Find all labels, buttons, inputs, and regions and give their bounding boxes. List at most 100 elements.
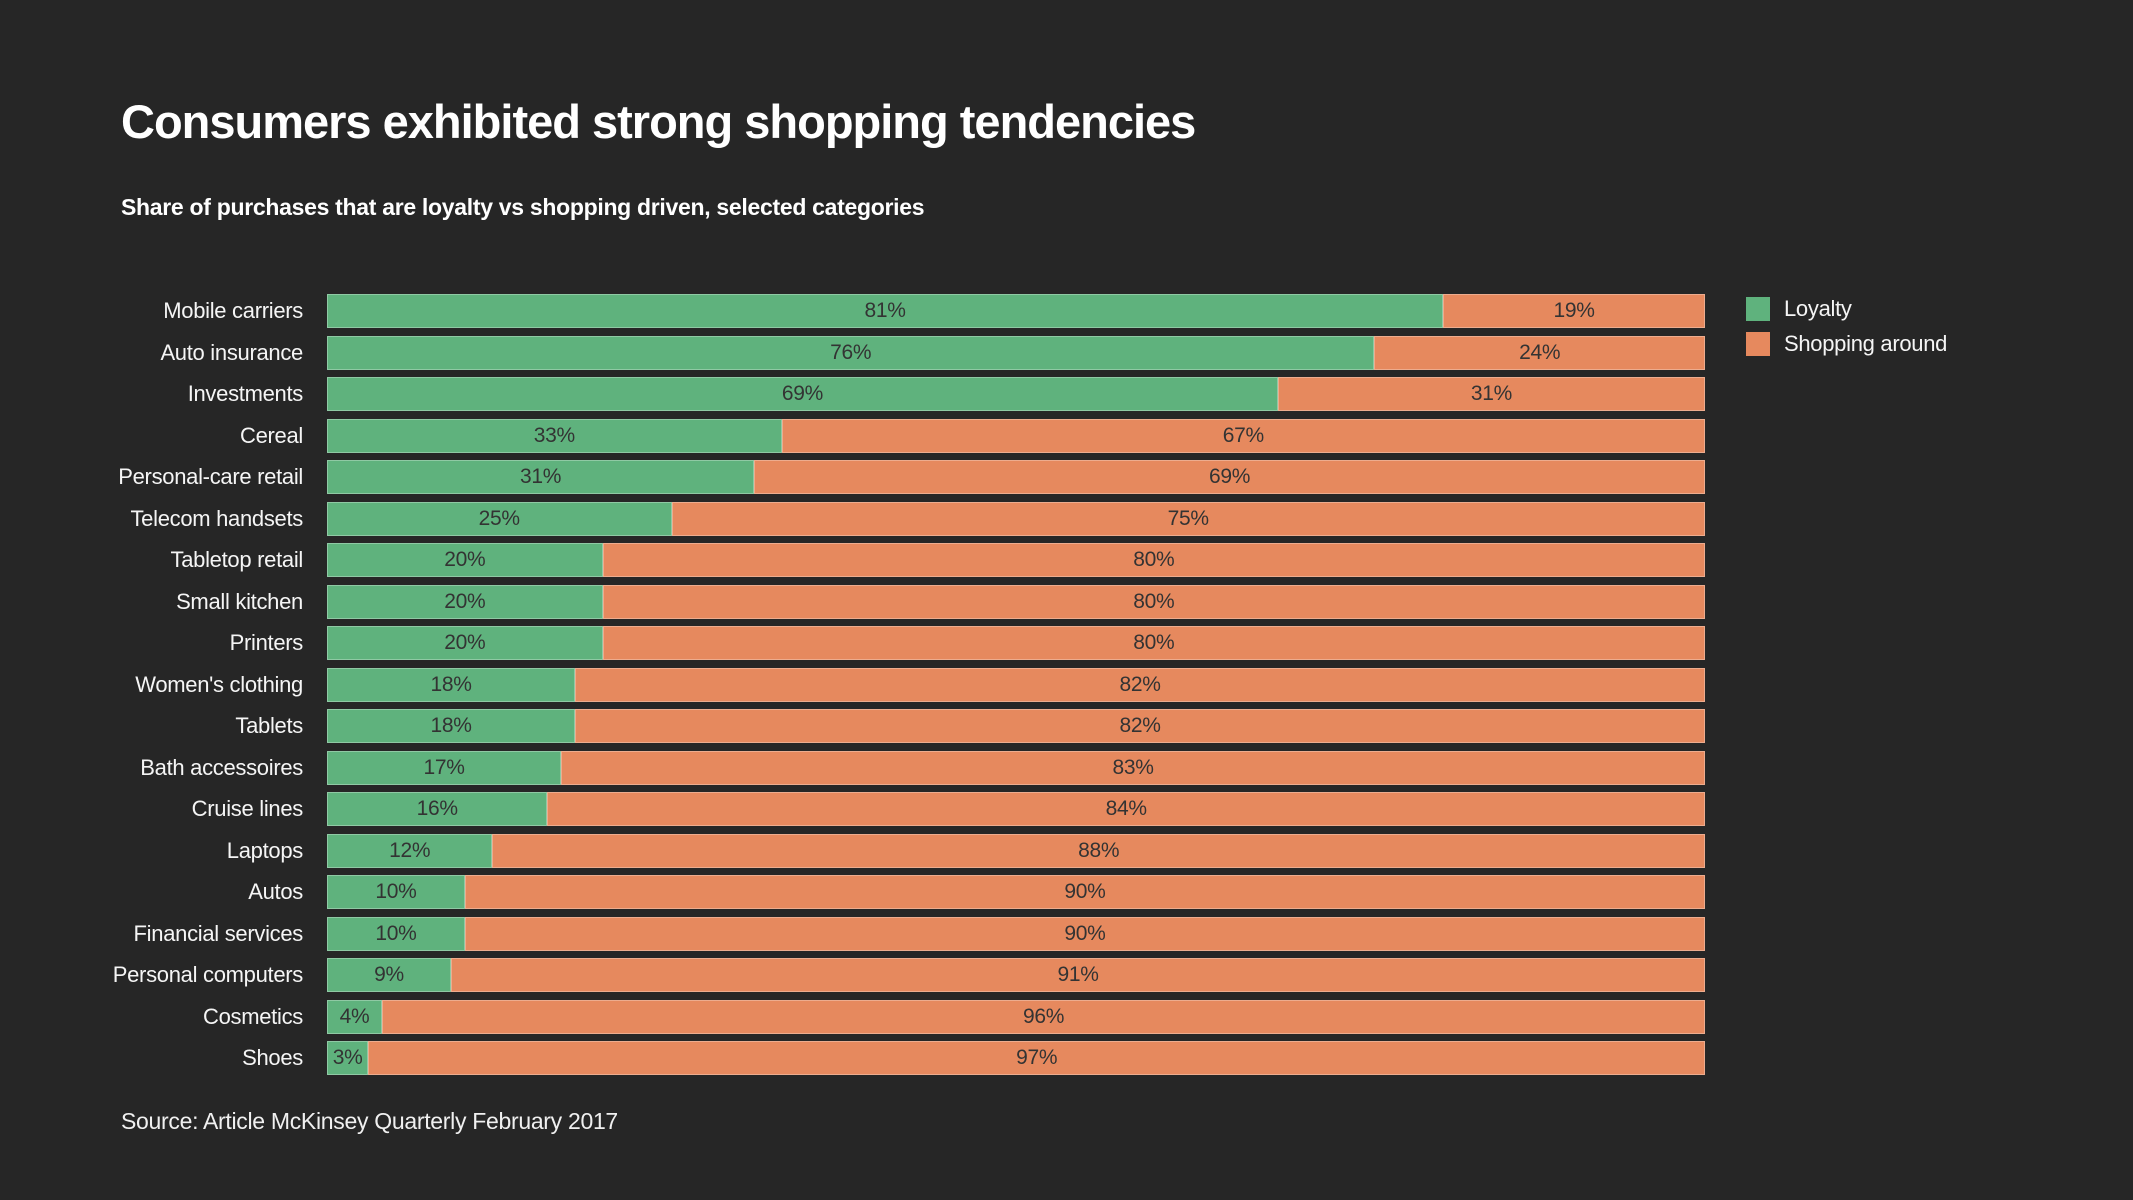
chart-row: Personal computers 9% 91%	[0, 958, 1710, 992]
loyalty-segment: 10%	[327, 875, 465, 909]
shopping-around-value-label: 90%	[1064, 880, 1106, 903]
source-note: Source: Article McKinsey Quarterly Febru…	[121, 1108, 618, 1134]
loyalty-swatch-icon	[1746, 297, 1770, 321]
stacked-bar: 18% 82%	[327, 709, 1705, 743]
shopping-around-value-label: 80%	[1133, 631, 1175, 654]
shopping-around-segment: 96%	[382, 999, 1705, 1034]
loyalty-value-label: 33%	[533, 423, 575, 447]
page-title: Consumers exhibited strong shopping tend…	[121, 95, 1196, 148]
stacked-bar: 20% 80%	[327, 626, 1705, 660]
loyalty-value-label: 9%	[374, 963, 404, 986]
category-label: Cruise lines	[191, 796, 304, 821]
shopping-around-segment: 80%	[602, 543, 1705, 577]
loyalty-value-label: 3%	[332, 1046, 363, 1069]
shopping-around-segment: 82%	[575, 709, 1705, 743]
shopping-around-value-label: 91%	[1057, 963, 1099, 986]
stacked-bar: 16% 84%	[327, 792, 1705, 826]
shopping-around-segment: 83%	[561, 750, 1705, 785]
loyalty-value-label: 81%	[864, 299, 906, 322]
loyalty-value-label: 12%	[389, 838, 431, 862]
shopping-around-value-label: 24%	[1519, 340, 1561, 364]
category-label: Bath accessoires	[140, 754, 303, 780]
chart-row: Financial services 10% 90%	[0, 916, 1710, 951]
shopping-around-value-label: 82%	[1119, 672, 1161, 696]
loyalty-segment: 9%	[327, 958, 452, 992]
loyalty-value-label: 18%	[430, 714, 472, 737]
shopping-around-segment: 80%	[602, 584, 1705, 619]
loyalty-segment: 3%	[327, 1041, 369, 1075]
loyalty-segment: 76%	[327, 335, 1375, 370]
stacked-bar: 69% 31%	[327, 377, 1705, 411]
shopping-around-swatch-icon	[1746, 332, 1770, 356]
shopping-around-value-label: 80%	[1133, 589, 1175, 613]
shopping-around-value-label: 75%	[1167, 506, 1209, 530]
stacked-bar: 31% 69%	[327, 460, 1705, 494]
loyalty-value-label: 20%	[444, 589, 486, 613]
loyalty-segment: 4%	[327, 999, 383, 1034]
category-label: Investments	[187, 381, 304, 406]
loyalty-segment: 12%	[327, 833, 493, 868]
shopping-around-value-label: 19%	[1553, 299, 1595, 322]
chart-row: Cereal 33% 67%	[0, 418, 1710, 453]
loyalty-value-label: 20%	[444, 631, 486, 654]
shopping-around-segment: 90%	[464, 875, 1705, 909]
chart-row: Laptops 12% 88%	[0, 833, 1710, 868]
stacked-bar: 10% 90%	[327, 875, 1705, 909]
loyalty-value-label: 25%	[478, 506, 520, 530]
stacked-bar: 20% 80%	[327, 584, 1705, 619]
legend-label-shopping-around: Shopping around	[1784, 331, 1948, 356]
chart-row: Women's clothing 18% 82%	[0, 667, 1710, 702]
loyalty-segment: 81%	[327, 294, 1444, 328]
loyalty-segment: 25%	[327, 501, 672, 536]
loyalty-segment: 69%	[327, 377, 1278, 411]
stacked-bar-chart: Mobile carriers 81% 19% Auto insurance 76% 24…	[0, 294, 1710, 1083]
legend-item-shopping-around: Shopping around	[1746, 331, 1948, 356]
stacked-bar: 4% 96%	[327, 999, 1705, 1034]
chart-row: Cosmetics 4% 96%	[0, 999, 1710, 1034]
loyalty-value-label: 76%	[830, 340, 872, 364]
shopping-around-segment: 84%	[547, 792, 1705, 826]
stacked-bar: 10% 90%	[327, 916, 1705, 951]
shopping-around-value-label: 31%	[1470, 382, 1512, 405]
stacked-bar: 81% 19%	[327, 294, 1705, 328]
category-label: Laptops	[226, 837, 304, 863]
loyalty-value-label: 31%	[520, 465, 562, 488]
chart-row: Bath accessoires 17% 83%	[0, 750, 1710, 785]
shopping-around-value-label: 83%	[1112, 755, 1154, 779]
shopping-around-segment: 91%	[451, 958, 1705, 992]
loyalty-value-label: 69%	[781, 382, 823, 405]
chart-row: Personal-care retail 31% 69%	[0, 460, 1710, 494]
category-label: Telecom handsets	[130, 505, 303, 531]
shopping-around-segment: 90%	[464, 916, 1705, 951]
category-label: Small kitchen	[176, 588, 303, 614]
loyalty-value-label: 20%	[444, 548, 486, 571]
loyalty-segment: 20%	[327, 626, 603, 660]
shopping-around-segment: 97%	[368, 1041, 1705, 1075]
shopping-around-value-label: 90%	[1064, 921, 1106, 945]
page-subtitle: Share of purchases that are loyalty vs s…	[121, 194, 925, 220]
chart-row: Autos 10% 90%	[0, 875, 1710, 909]
category-label: Personal-care retail	[118, 464, 303, 489]
chart-row: Tabletop retail 20% 80%	[0, 543, 1710, 577]
chart-row: Tablets 18% 82%	[0, 709, 1710, 743]
shopping-around-segment: 75%	[671, 501, 1705, 536]
chart-row: Investments 69% 31%	[0, 377, 1710, 411]
loyalty-segment: 10%	[327, 916, 465, 951]
legend-label-loyalty: Loyalty	[1784, 296, 1852, 321]
loyalty-segment: 16%	[327, 792, 548, 826]
category-label: Tabletop retail	[170, 547, 304, 572]
shopping-around-segment: 19%	[1443, 294, 1705, 328]
loyalty-segment: 20%	[327, 584, 603, 619]
chart-row: Cruise lines 16% 84%	[0, 792, 1710, 826]
shopping-around-segment: 24%	[1374, 335, 1705, 370]
shopping-around-value-label: 67%	[1222, 423, 1264, 447]
shopping-around-value-label: 96%	[1022, 1004, 1065, 1028]
stacked-bar: 76% 24%	[327, 335, 1705, 370]
category-label: Shoes	[242, 1045, 303, 1070]
loyalty-value-label: 16%	[416, 797, 458, 820]
legend-item-loyalty: Loyalty	[1746, 296, 1947, 321]
loyalty-segment: 17%	[327, 750, 562, 785]
legend: Loyalty Shopping around	[1746, 296, 1948, 367]
category-label: Autos	[248, 879, 303, 904]
